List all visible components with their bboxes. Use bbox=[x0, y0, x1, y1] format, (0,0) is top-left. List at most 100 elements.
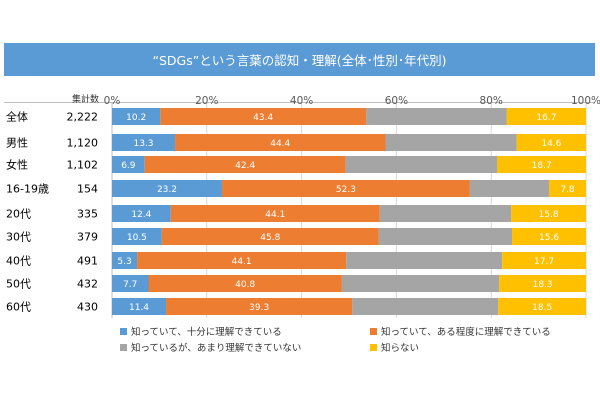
bar-segment bbox=[498, 298, 586, 315]
x-tick-label: 60% bbox=[385, 95, 408, 107]
row-label: 30代 bbox=[6, 231, 31, 244]
x-axis-ticks: 0% 20% 40% 60% 80% 100% bbox=[104, 95, 600, 107]
bar-segment bbox=[170, 205, 380, 222]
data-label: 10.2 bbox=[126, 113, 146, 123]
data-label: 14.6 bbox=[541, 139, 561, 149]
data-label: 40.8 bbox=[235, 280, 255, 290]
legend-label: 知っていて、十分に理解できている bbox=[131, 326, 282, 338]
bars: 10.2 43.4 16.7 13.3 44.4 14.6 6.9 42.4 18.7 23.2 5… bbox=[112, 108, 586, 315]
row-label: 40代 bbox=[6, 255, 31, 268]
legend-swatch bbox=[370, 328, 377, 335]
legend-swatch bbox=[120, 344, 127, 351]
bar-segment bbox=[148, 275, 342, 292]
x-tick-label: 20% bbox=[195, 95, 218, 107]
bar-segment bbox=[112, 228, 162, 245]
row-label: 60代 bbox=[6, 301, 31, 314]
bar-segment bbox=[499, 275, 586, 292]
bar-segment bbox=[112, 156, 145, 173]
data-label: 52.3 bbox=[336, 185, 356, 195]
data-label: 39.3 bbox=[249, 303, 269, 313]
bar-segment bbox=[144, 156, 346, 173]
legend-label: 知っているが、あまり理解できていない bbox=[131, 342, 301, 354]
data-label: 7.7 bbox=[123, 280, 137, 290]
bar-segment bbox=[112, 134, 176, 151]
bar-segment bbox=[469, 180, 550, 197]
x-tick-label: 100% bbox=[571, 95, 600, 107]
data-label: 7.8 bbox=[560, 185, 575, 195]
data-label: 18.7 bbox=[532, 161, 552, 171]
data-label: 16.7 bbox=[536, 113, 556, 123]
data-label: 15.8 bbox=[539, 210, 559, 220]
bar-segment bbox=[511, 205, 586, 222]
bar-segment bbox=[221, 180, 470, 197]
row-label: 全体 bbox=[6, 110, 28, 124]
row-count: 2,222 bbox=[67, 111, 99, 124]
bar-segment bbox=[112, 108, 161, 125]
x-tick-label: 80% bbox=[480, 95, 503, 107]
legend-swatch bbox=[120, 328, 127, 335]
row-label: 女性 bbox=[6, 158, 28, 172]
bar-segment bbox=[112, 275, 149, 292]
legend-label: 知っていて、ある程度に理解できている bbox=[381, 326, 551, 338]
data-label: 12.4 bbox=[131, 210, 151, 220]
bar-segment bbox=[385, 134, 517, 151]
data-label: 11.4 bbox=[129, 303, 149, 313]
bar-segment bbox=[379, 205, 512, 222]
bar-segment bbox=[352, 298, 499, 315]
row-count: 491 bbox=[77, 255, 98, 268]
bar-segment bbox=[346, 252, 503, 269]
data-label: 17.7 bbox=[534, 257, 554, 267]
bar-segment bbox=[161, 228, 379, 245]
data-label: 18.3 bbox=[533, 280, 553, 290]
data-label: 15.6 bbox=[539, 233, 559, 243]
data-label: 44.4 bbox=[270, 139, 290, 149]
bar-segment bbox=[366, 108, 507, 125]
data-label: 6.9 bbox=[121, 161, 136, 171]
legend-swatch bbox=[370, 344, 377, 351]
bar-segment bbox=[516, 134, 586, 151]
chart-title: “SDGs”という言葉の認知・理解(全体･性別･年代別) bbox=[4, 43, 595, 76]
bar-segment bbox=[160, 108, 367, 125]
data-label: 42.4 bbox=[235, 161, 255, 171]
legend: 知っていて、十分に理解できている 知っていて、ある程度に理解できている知っているが… bbox=[120, 326, 551, 354]
bar-segment bbox=[112, 252, 138, 269]
data-label: 23.2 bbox=[157, 185, 177, 195]
legend-label: 知らない bbox=[381, 342, 419, 354]
row-count: 379 bbox=[77, 231, 98, 244]
row-count: 1,120 bbox=[67, 137, 99, 150]
bar-segment bbox=[512, 228, 586, 245]
bar-segment bbox=[549, 180, 586, 197]
data-label: 18.5 bbox=[532, 303, 552, 313]
row-count: 1,102 bbox=[67, 159, 99, 172]
row-label: 50代 bbox=[6, 278, 31, 291]
bar-segment bbox=[112, 205, 171, 222]
bar-segment bbox=[378, 228, 513, 245]
bar-segment bbox=[166, 298, 353, 315]
row-count: 432 bbox=[77, 278, 98, 291]
data-label: 13.3 bbox=[133, 139, 153, 149]
row-label: 男性 bbox=[6, 136, 28, 150]
x-tick-label: 40% bbox=[290, 95, 313, 107]
bar-segment bbox=[175, 134, 386, 151]
row-count: 430 bbox=[77, 301, 98, 314]
bar-segment bbox=[497, 156, 586, 173]
bar-segment bbox=[112, 180, 222, 197]
bar-segment bbox=[137, 252, 347, 269]
bar-segment bbox=[345, 156, 498, 173]
bar-segment bbox=[506, 108, 586, 125]
data-label: 10.5 bbox=[127, 233, 147, 243]
row-label: 20代 bbox=[6, 208, 31, 221]
x-tick-label: 0% bbox=[104, 95, 121, 107]
bar-segment bbox=[502, 252, 586, 269]
data-label: 5.3 bbox=[117, 257, 131, 267]
data-label: 45.8 bbox=[260, 233, 280, 243]
data-label: 43.4 bbox=[253, 113, 273, 123]
data-label: 44.1 bbox=[232, 257, 252, 267]
row-label: 16-19歳 bbox=[6, 183, 49, 196]
row-count: 335 bbox=[77, 208, 98, 221]
bar-segment bbox=[112, 298, 167, 315]
bar-segment bbox=[341, 275, 500, 292]
data-label: 44.1 bbox=[265, 210, 285, 220]
